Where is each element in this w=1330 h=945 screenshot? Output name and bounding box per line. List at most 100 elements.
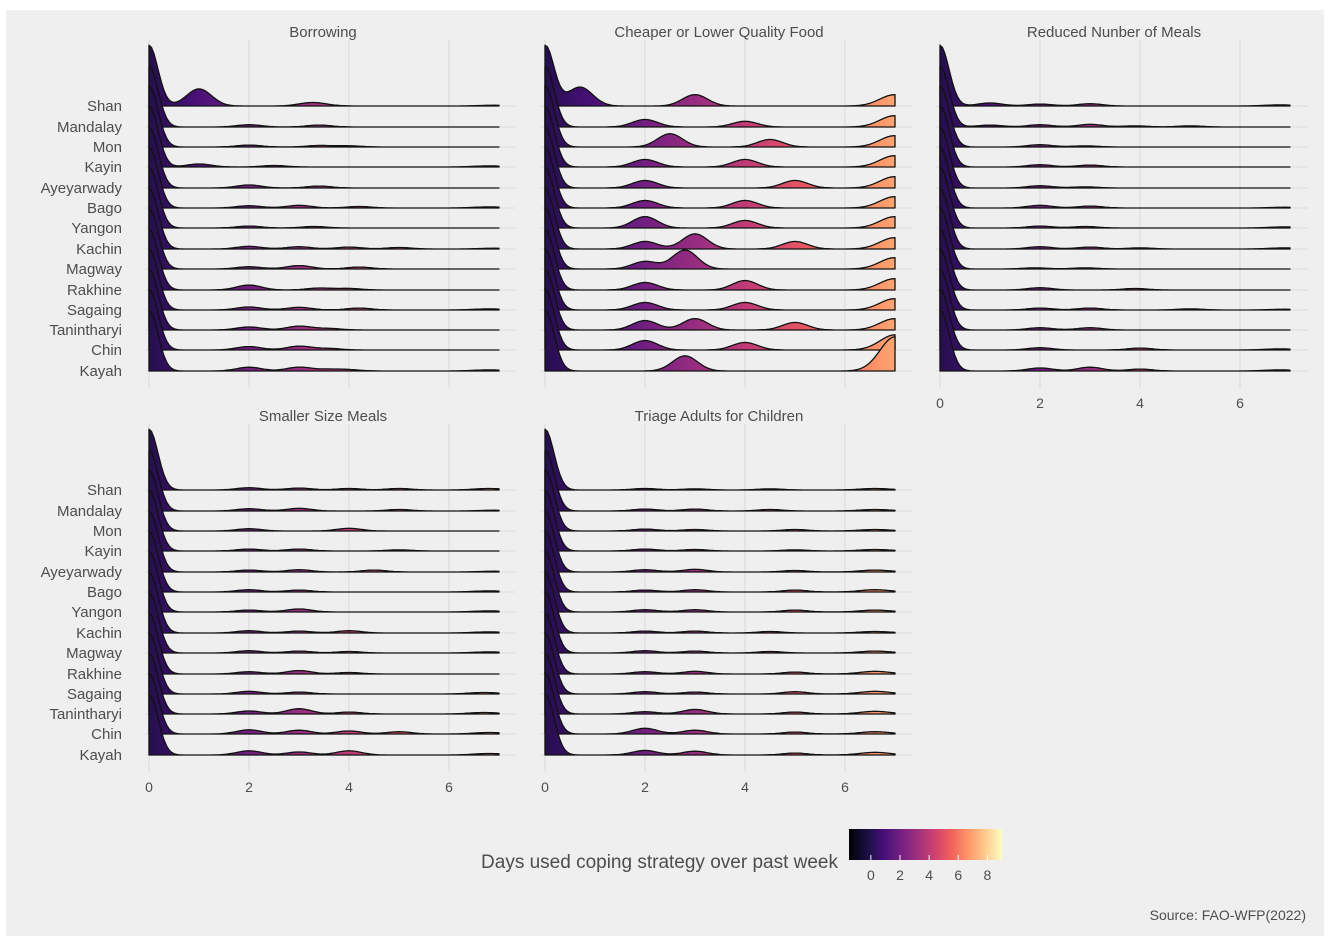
ridge-magway xyxy=(544,207,896,270)
ridge-mandalay xyxy=(939,65,1291,128)
ridge-kayah xyxy=(544,309,896,372)
ridge-sagaing xyxy=(148,632,500,695)
legend-tick-label: 0 xyxy=(867,867,875,883)
y-tick-label: Bago xyxy=(87,200,122,217)
legend-colorbar xyxy=(849,829,1002,860)
x-tick-label: 2 xyxy=(641,779,649,795)
ridge-kachin xyxy=(939,187,1291,250)
y-tick-label: Mandalay xyxy=(57,119,123,136)
ridge-sagaing xyxy=(544,632,896,695)
y-tick-label: Ayeyarwady xyxy=(41,564,123,581)
ridge-kayin xyxy=(939,105,1291,168)
ridge-yangon xyxy=(544,166,896,229)
panel-reduced-nunber-of-meals: Reduced Nunber of Meals 0 2 4 6 xyxy=(936,24,1308,411)
ridge-kachin xyxy=(544,187,896,250)
ridge-kayah xyxy=(544,693,896,756)
legend-tick-label: 4 xyxy=(925,867,933,883)
ridge-mandalay xyxy=(148,65,500,128)
y-tick-label: Sagaing xyxy=(67,302,122,319)
ridge-mandalay xyxy=(148,449,500,512)
ridge-kayah xyxy=(148,693,500,756)
ridge-chin xyxy=(148,288,500,351)
panel-cheaper-or-lower-quality-food: Cheaper or Lower Quality Food xyxy=(541,24,912,388)
ridge-sagaing xyxy=(544,248,896,311)
x-tick-label: 2 xyxy=(245,779,253,795)
y-tick-label: Magway xyxy=(66,645,122,662)
ridge-mon xyxy=(148,85,500,148)
y-tick-label: Rakhine xyxy=(67,666,122,683)
x-tick-label: 4 xyxy=(1136,395,1144,411)
y-tick-label: Kayin xyxy=(84,159,122,176)
y-tick-label: Chin xyxy=(91,726,122,743)
y-tick-label: Mon xyxy=(93,523,122,540)
y-tick-label: Chin xyxy=(91,342,122,359)
ridge-yangon xyxy=(939,166,1291,229)
ridge-ayeyarwady xyxy=(544,126,896,189)
panel-title: Triage Adults for Children xyxy=(635,408,804,425)
ridge-yangon xyxy=(148,550,500,613)
x-tick-label: 0 xyxy=(541,779,549,795)
ridge-bago xyxy=(544,530,896,593)
ridge-chin xyxy=(148,672,500,735)
ridge-mandalay xyxy=(544,65,896,128)
y-tick-label: Mon xyxy=(93,139,122,156)
y-tick-label: Tanintharyi xyxy=(49,322,122,339)
ridge-chin xyxy=(544,288,896,351)
legend-tick-label: 6 xyxy=(954,867,962,883)
ridge-shan xyxy=(544,428,896,491)
ridge-rakhine xyxy=(939,228,1291,291)
panel-title: Cheaper or Lower Quality Food xyxy=(614,24,823,41)
ridge-kachin xyxy=(544,571,896,634)
y-tick-label: Yangon xyxy=(71,220,122,237)
ridge-bago xyxy=(544,146,896,209)
legend: Days used coping strategy over past week… xyxy=(481,829,1002,883)
x-tick-label: 2 xyxy=(1036,395,1044,411)
ridge-tanintharyi xyxy=(148,268,500,331)
ridge-kayah xyxy=(148,309,500,372)
x-tick-label: 0 xyxy=(145,779,153,795)
ridge-kachin xyxy=(148,187,500,250)
ridge-shan xyxy=(544,44,896,107)
x-tick-label: 0 xyxy=(936,395,944,411)
y-tick-label: Magway xyxy=(66,261,122,278)
ridge-mon xyxy=(148,469,500,532)
ridge-kayin xyxy=(148,489,500,552)
caption: Source: FAO-WFP(2022) xyxy=(1150,907,1306,923)
ridge-magway xyxy=(148,591,500,654)
ridge-ayeyarwady xyxy=(148,510,500,573)
y-tick-label: Shan xyxy=(87,98,122,115)
ridge-tanintharyi xyxy=(544,268,896,331)
ridge-magway xyxy=(939,207,1291,270)
ridge-rakhine xyxy=(148,228,500,291)
ridge-magway xyxy=(544,591,896,654)
legend-tick-label: 2 xyxy=(896,867,904,883)
panel-title: Reduced Nunber of Meals xyxy=(1027,24,1201,41)
ridge-bago xyxy=(939,146,1291,209)
ridge-mandalay xyxy=(544,449,896,512)
ridge-tanintharyi xyxy=(148,652,500,715)
ridge-tanintharyi xyxy=(939,268,1291,331)
ridge-shan xyxy=(939,44,1291,107)
y-tick-label: Kachin xyxy=(76,241,122,258)
y-tick-label: Shan xyxy=(87,482,122,499)
ridge-sagaing xyxy=(148,248,500,311)
ridge-ayeyarwady xyxy=(939,126,1291,189)
y-tick-label: Rakhine xyxy=(67,282,122,299)
ridge-shan xyxy=(148,428,500,491)
ridge-yangon xyxy=(544,550,896,613)
ridge-kayin xyxy=(544,105,896,168)
legend-tick-label: 8 xyxy=(984,867,992,883)
ridge-yangon xyxy=(148,166,500,229)
panel-title: Borrowing xyxy=(289,24,357,41)
ridge-sagaing xyxy=(939,248,1291,311)
y-tick-label: Kachin xyxy=(76,625,122,642)
ridge-ayeyarwady xyxy=(148,126,500,189)
ridge-mon xyxy=(544,85,896,148)
panel-smaller-size-meals: Smaller Size Meals Shan Mandalay Mon Kayin Ay… xyxy=(41,408,515,795)
ridge-rakhine xyxy=(148,612,500,675)
ridge-ayeyarwady xyxy=(544,510,896,573)
y-tick-label: Kayin xyxy=(84,543,122,560)
panel-title: Smaller Size Meals xyxy=(259,408,387,425)
